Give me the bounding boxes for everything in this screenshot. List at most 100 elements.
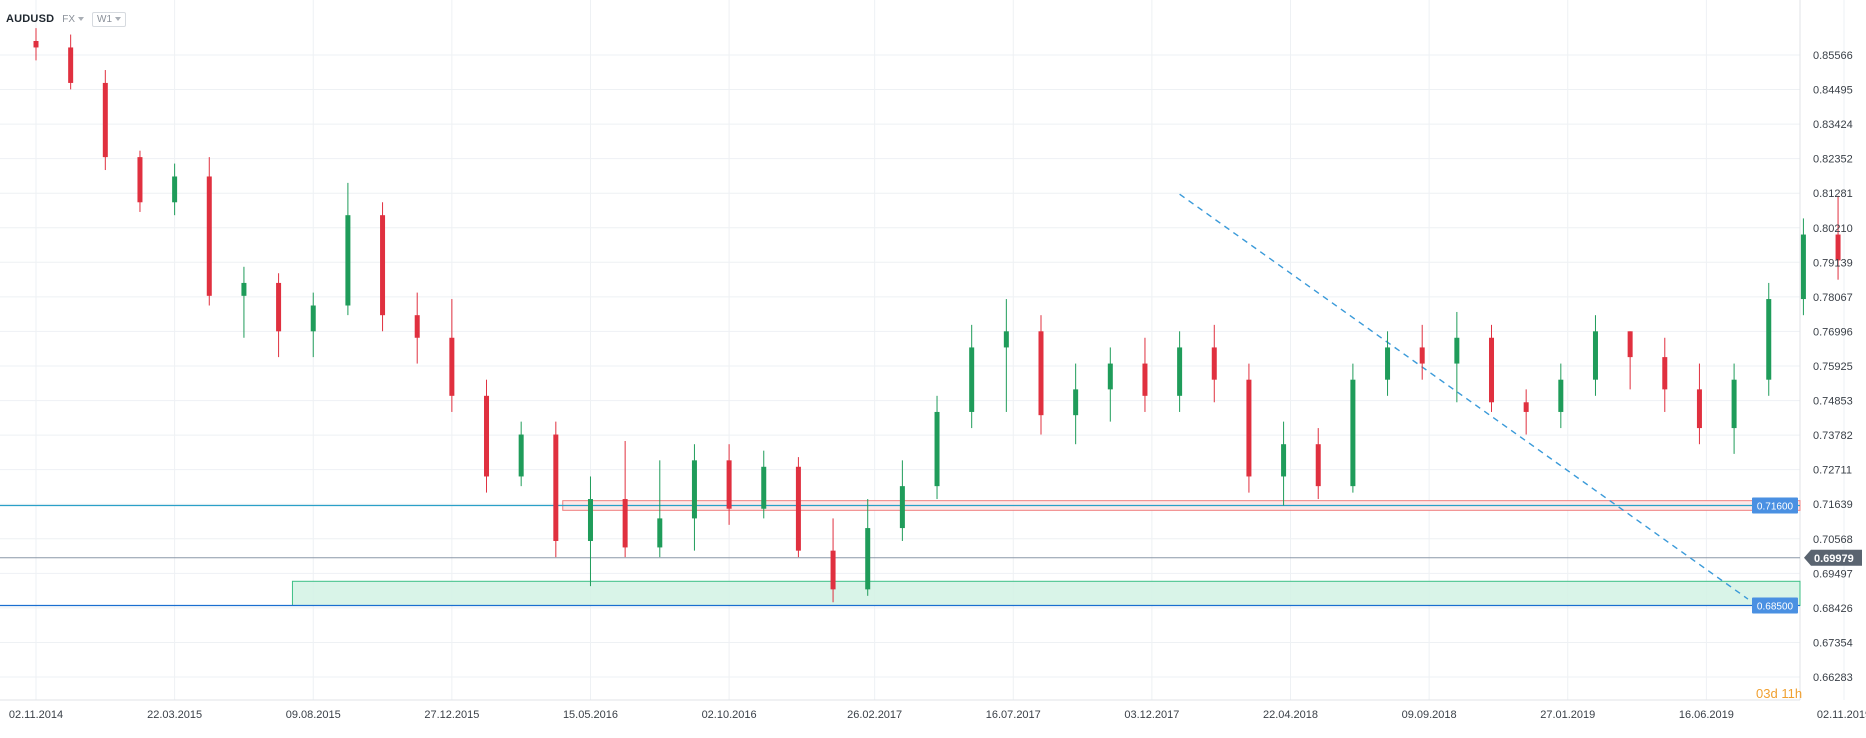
candle-body: [1038, 331, 1044, 416]
level-label: 0.68500: [1757, 601, 1794, 612]
candle-body: [1558, 379, 1564, 412]
x-axis-tick-label: 02.11.2014: [9, 709, 63, 721]
y-axis-tick-label: 0.75925: [1813, 361, 1853, 373]
candle-body: [1107, 363, 1113, 390]
y-axis-tick-label: 0.78067: [1813, 292, 1853, 304]
candle-body: [1835, 234, 1841, 261]
chart-toolbar: AUDUSD FX W1: [6, 9, 127, 29]
level-label-bg: [1752, 497, 1798, 514]
candle-body: [1696, 389, 1702, 429]
candle-body: [622, 499, 628, 548]
y-axis-tick-label: 0.66283: [1813, 672, 1853, 684]
candle-body: [414, 315, 420, 338]
candle-body: [1523, 402, 1529, 412]
x-axis-tick-label: 02.11.2019: [1817, 709, 1866, 721]
candle-body: [241, 282, 247, 296]
candle-body: [1177, 347, 1183, 396]
x-axis-tick-label: 02.10.2016: [702, 709, 757, 721]
candle-body: [1592, 331, 1598, 380]
x-axis-tick-label: 27.01.2019: [1540, 709, 1595, 721]
candle-body: [1454, 337, 1460, 364]
candle-body: [1246, 379, 1252, 477]
candle-body: [1419, 347, 1425, 364]
candle-body: [587, 499, 593, 541]
current-price-badge: 0.69979: [1804, 549, 1862, 566]
candle-body: [1766, 299, 1772, 380]
interval-label: W1: [97, 13, 113, 25]
candle-body: [1731, 379, 1737, 429]
market-label: FX: [62, 13, 76, 25]
interval-dropdown[interactable]: W1: [92, 11, 127, 27]
level-label: 0.71600: [1757, 501, 1794, 512]
candle-body: [172, 176, 178, 203]
candle-body: [137, 157, 143, 203]
y-axis-tick-label: 0.81281: [1813, 188, 1853, 200]
candle-body: [1003, 331, 1009, 348]
countdown-days: 03: [1756, 686, 1771, 701]
candle-body: [345, 215, 351, 306]
x-axis-tick-label: 22.03.2015: [147, 709, 202, 721]
x-axis-tick-label: 16.07.2017: [986, 709, 1041, 721]
market-dropdown[interactable]: FX: [62, 13, 85, 25]
candle-body: [449, 337, 455, 396]
candle-body: [102, 82, 108, 158]
x-axis-tick-label: 03.12.2017: [1124, 709, 1179, 721]
x-axis-tick-label: 22.04.2018: [1263, 709, 1318, 721]
candle-body: [518, 434, 524, 477]
symbol-label[interactable]: AUDUSD: [6, 13, 55, 25]
y-axis-tick-label: 0.71639: [1813, 499, 1853, 511]
candle-body: [1211, 347, 1217, 380]
y-axis-tick-label: 0.74853: [1813, 396, 1853, 408]
x-axis-tick-label: 15.05.2016: [563, 709, 618, 721]
candle-body: [33, 41, 39, 48]
countdown-days-unit: d: [1770, 686, 1778, 701]
candle-body: [310, 305, 316, 332]
x-axis-tick-label: 16.06.2019: [1679, 709, 1734, 721]
candle-body: [380, 215, 386, 316]
candle-body: [726, 460, 732, 509]
current-price-label: 0.69979: [1814, 553, 1854, 565]
candle-body: [1627, 331, 1633, 358]
y-axis-tick-label: 0.83424: [1813, 119, 1853, 131]
candle-body: [1350, 379, 1356, 487]
countdown-hours-unit: h: [1794, 686, 1803, 701]
x-axis-tick-label: 09.08.2015: [286, 709, 341, 721]
y-axis-tick-label: 0.85566: [1813, 50, 1853, 62]
y-axis-tick-label: 0.70568: [1813, 534, 1853, 546]
candle-body: [1800, 234, 1806, 300]
x-axis-tick-label: 26.02.2017: [847, 709, 902, 721]
candle-body: [934, 411, 940, 487]
candle-body: [899, 486, 905, 529]
y-axis-tick-label: 0.72711: [1813, 465, 1852, 477]
y-axis-tick-label: 0.69497: [1813, 568, 1853, 580]
candle-countdown: 03d 11h: [1756, 686, 1802, 701]
y-axis-tick-label: 0.79139: [1813, 257, 1853, 269]
x-axis-tick-label: 09.09.2018: [1402, 709, 1457, 721]
candle-body: [206, 176, 212, 296]
candle-body: [657, 518, 663, 548]
candle-body: [276, 282, 282, 332]
countdown-hours: 11: [1781, 686, 1795, 701]
candle-body: [68, 47, 74, 83]
candle-body: [1073, 389, 1079, 416]
y-axis-tick-label: 0.82352: [1813, 154, 1853, 166]
y-axis-tick-label: 0.76996: [1813, 326, 1853, 338]
level-label-bg: [1752, 597, 1798, 614]
candle-body: [484, 395, 490, 477]
candle-body: [1662, 357, 1668, 390]
y-axis-tick-label: 0.84495: [1813, 85, 1853, 97]
candle-body: [969, 347, 975, 412]
candle-body: [1281, 444, 1287, 477]
candle-body: [1385, 347, 1391, 380]
y-axis-tick-label: 0.80210: [1813, 223, 1853, 235]
support-zone: [291, 580, 1801, 606]
candle-body: [830, 550, 836, 590]
chevron-down-icon: [115, 17, 122, 21]
y-axis-tick-label: 0.68426: [1813, 603, 1853, 615]
candle-body: [1315, 444, 1321, 487]
y-axis-tick-label: 0.73782: [1813, 430, 1853, 442]
candle-body: [553, 434, 559, 541]
y-axis-tick-label: 0.67354: [1813, 637, 1853, 649]
candle-body: [865, 528, 871, 590]
